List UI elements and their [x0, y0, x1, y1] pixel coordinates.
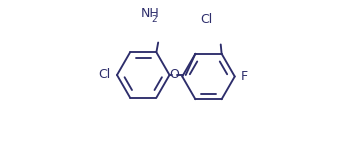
Text: Cl: Cl	[200, 13, 212, 26]
Text: Cl: Cl	[98, 69, 111, 81]
Text: 2: 2	[152, 15, 157, 24]
Text: O: O	[169, 69, 179, 81]
Text: F: F	[240, 70, 248, 83]
Text: NH: NH	[140, 7, 159, 20]
